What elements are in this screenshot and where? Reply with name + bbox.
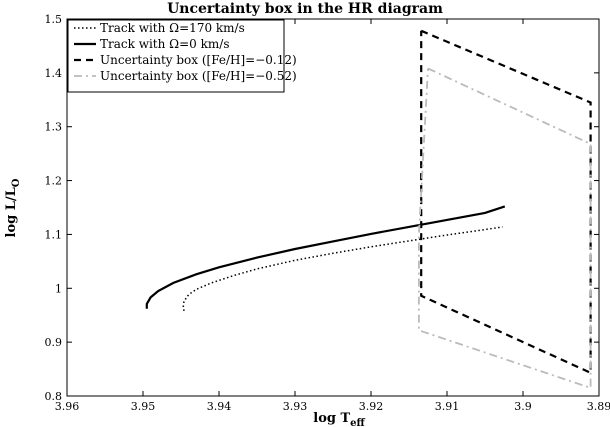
legend-label-4: Uncertainty box ([Fe/H]=−0.52) <box>100 69 297 83</box>
plot-frame <box>66 18 600 397</box>
series-line-4 <box>417 67 592 390</box>
legend-box <box>67 19 285 93</box>
x-tick-label: 3.91 <box>435 400 460 413</box>
x-tick-label: 3.9 <box>514 400 532 413</box>
series-line-2 <box>145 205 506 309</box>
y-tick-label: 1.2 <box>45 175 63 188</box>
y-tick-label: 1.1 <box>45 228 63 241</box>
series-line-1 <box>182 226 503 312</box>
x-tick-label: 3.89 <box>587 400 610 413</box>
y-axis-label: log L/LO <box>4 178 22 237</box>
x-axis-label: log Teff <box>313 411 365 427</box>
x-tick-label: 3.92 <box>359 400 384 413</box>
x-tick-label: 3.95 <box>131 400 156 413</box>
x-tick-label: 3.96 <box>55 400 80 413</box>
legend-label-3: Uncertainty box ([Fe/H]=−0.12) <box>100 53 297 67</box>
series-line-3 <box>420 29 592 375</box>
y-tick-label: 1.3 <box>45 121 63 134</box>
chart-title: Uncertainty box in the HR diagram <box>167 1 443 17</box>
legend-label-2: Track with Ω=0 km/s <box>100 37 229 51</box>
legend: Track with Ω=170 km/s Track with Ω=0 km/s… <box>67 19 297 93</box>
y-tick-label: 0.8 <box>45 390 63 403</box>
series-layer <box>145 29 592 390</box>
y-tick-label: 1.4 <box>45 67 63 80</box>
y-tick-label: 0.9 <box>45 336 63 349</box>
legend-label-1: Track with Ω=170 km/s <box>100 21 245 35</box>
y-tick-label: 1.5 <box>45 13 63 26</box>
x-tick-label: 3.94 <box>207 400 232 413</box>
axis-ticks: 3.96 3.95 3.94 3.93 3.92 3.91 3.9 3.89 0.8 0.9 1 1.… <box>45 13 610 413</box>
x-tick-label: 3.93 <box>283 400 308 413</box>
y-tick-label: 1 <box>55 282 62 295</box>
